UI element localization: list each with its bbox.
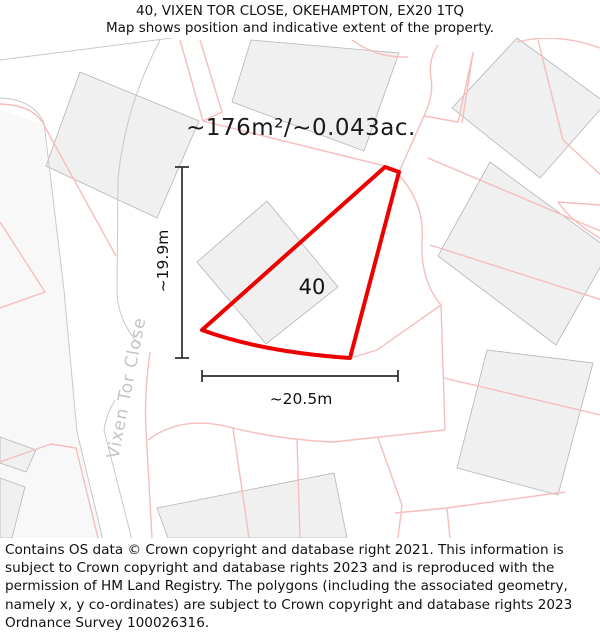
building: [437, 161, 600, 346]
parcel-lines-layer: [0, 37, 600, 539]
horizontal-dimension-label: ~20.5m: [269, 390, 333, 408]
copyright-text: Contains OS data © Crown copyright and d…: [5, 542, 573, 631]
measurement-lines: [175, 166, 399, 382]
building: [456, 349, 594, 496]
area-label: ~176m²/~0.043ac.: [186, 115, 416, 141]
buildings-layer: [0, 37, 600, 539]
page-subtitle: Map shows position and indicative extent…: [105, 20, 495, 36]
page-footer: Contains OS data © Crown copyright and d…: [0, 538, 600, 631]
roads-layer: [0, 37, 173, 541]
property-outline: [200, 165, 401, 360]
roadside-parcel-tint: [0, 110, 103, 540]
page-header: 40, VIXEN TOR CLOSE, OKEHAMPTON, EX20 1T…: [0, 0, 600, 38]
vertical-dimension-label: ~19.9m: [154, 229, 172, 293]
plot-number-label: 40: [298, 275, 326, 299]
building: [231, 39, 400, 152]
building: [0, 436, 37, 473]
page-title: 40, VIXEN TOR CLOSE, OKEHAMPTON, EX20 1T…: [136, 3, 464, 19]
building: [451, 37, 600, 179]
